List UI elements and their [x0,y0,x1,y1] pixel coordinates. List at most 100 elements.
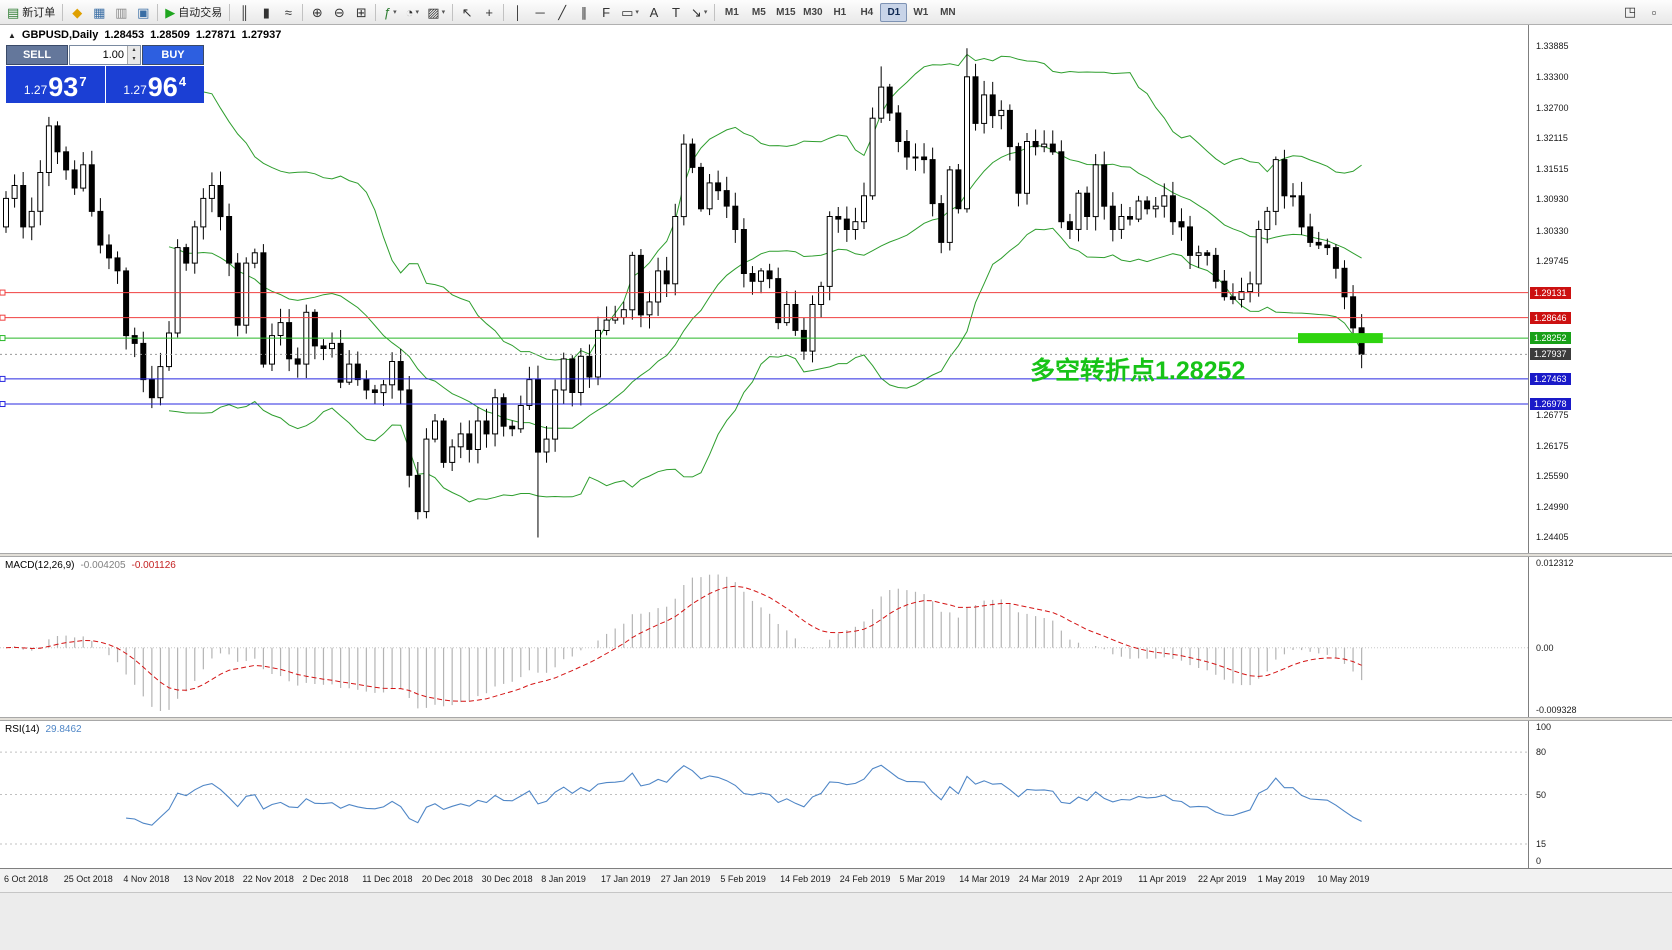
chart-line-button[interactable]: ≈ [277,2,299,23]
timeframe-w1-button[interactable]: W1 [913,6,929,18]
price-tick: 1.31515 [1536,164,1569,175]
price-tick: 1.30930 [1536,194,1569,205]
macd-canvas[interactable] [0,557,1528,717]
indicators-button[interactable]: ƒ ▾ [379,2,401,23]
horizontal-line-icon: ─ [535,4,545,20]
fibonacci-button[interactable]: F [595,2,617,23]
price-level-badge[interactable]: 1.28252 [1530,332,1571,345]
rsi-name: RSI(14) [5,724,40,735]
navigator-button[interactable]: ▥ [110,2,132,23]
timeframe-h1-button[interactable]: H1 [833,6,847,18]
macd-axis[interactable]: 0.012312 0.00 -0.009328 [1528,557,1672,717]
templates-dropdown-icon[interactable]: ▾ [441,9,446,16]
periods-button[interactable]: ◔ ▾ [401,2,423,23]
timeframe-m30-button[interactable]: M30 [803,6,823,18]
price-level-badge[interactable]: 1.26978 [1530,398,1571,411]
timeframe-d1-button[interactable]: D1 [880,2,908,22]
zoom-in-icon: ⊕ [311,4,323,20]
price-level-badge[interactable]: 1.28646 [1530,311,1571,324]
macd-name: MACD(12,26,9) [5,560,75,571]
auto-trading-button[interactable]: ▶ 自动交易 [161,2,226,23]
price-axis[interactable]: 1.33885 1.33300 1.32700 1.32115 1.31515 1.309… [1528,25,1672,553]
rsi-label: RSI(14) 29.8462 [5,724,82,735]
equidistant-channel-button[interactable]: ∥ [573,2,595,23]
toolbar-separator [375,3,377,21]
shapes-dropdown-icon[interactable]: ▾ [635,9,639,16]
tile-windows-button[interactable]: ⊞ [350,2,372,23]
macd-signal-value: -0.001126 [131,560,176,571]
text-button[interactable]: A [643,2,665,23]
templates-button[interactable]: ▨ ▾ [423,2,449,23]
chart-candles-icon: ▮ [262,4,270,20]
new-order-icon: ▤ [7,4,20,20]
indicators-icon: ƒ [383,4,392,20]
volume-input[interactable] [70,46,127,64]
sell-price-display[interactable]: 1.27 93 7 [6,66,105,103]
horizontal-line-button[interactable]: ─ [529,2,551,23]
timeframe-m1-button[interactable]: M1 [724,6,739,18]
window-menu-button[interactable]: ▫ [1651,4,1657,20]
volume-increase-button[interactable]: ▴ [128,46,140,55]
fibonacci-icon: F [602,4,611,20]
date-label: 20 Dec 2018 [421,874,473,884]
auto-trading-icon: ▶ [165,4,176,20]
text-label-button[interactable]: T [665,2,687,23]
buy-price-display[interactable]: 1.27 96 4 [105,66,204,103]
sell-price-pip: 7 [79,74,87,89]
trendline-button[interactable]: ╱ [551,2,573,23]
toolbar-right-group: ◳ ▫ [1619,2,1669,23]
undock-chart-button[interactable]: ◳ [1623,4,1637,19]
periods-icon: ◔ [405,4,414,20]
timeframe-mn-button[interactable]: MN [940,6,956,18]
price-tick: 1.30330 [1536,225,1569,236]
crosshair-button[interactable]: + [478,2,500,23]
pivot-annotation[interactable]: 多空转折点1.28252 [1030,357,1246,385]
chart-candles-button[interactable]: ▮ [255,2,277,23]
date-label: 4 Nov 2018 [123,874,170,884]
market-watch-icon: ◆ [72,4,83,20]
sell-price-big: 93 [48,72,79,102]
templates-icon: ▨ [427,4,440,20]
buy-button[interactable]: BUY [142,45,204,65]
price-tick: 1.26175 [1536,440,1569,451]
cursor-button[interactable]: ↖ [456,2,478,23]
price-level-badge[interactable]: 1.27463 [1530,372,1571,385]
text-icon: A [649,4,659,20]
sell-button[interactable]: SELL [6,45,68,65]
timeframe-toolbar: M1 M5 M15 M30 H1 H4 D1 W1 MN [718,2,961,22]
price-tick: 1.24405 [1536,532,1569,543]
time-axis[interactable]: 6 Oct 2018 25 Oct 2018 4 Nov 2018 13 Nov 20… [0,868,1672,892]
arrows-dropdown-icon[interactable]: ▾ [703,9,708,16]
macd-tick: 0.012312 [1536,558,1574,568]
shapes-button[interactable]: ▭ ▾ [617,2,643,23]
arrows-button[interactable]: ↘ ▾ [687,2,711,23]
volume-decrease-button[interactable]: ▾ [128,55,140,64]
market-watch-button[interactable]: ◆ [66,2,88,23]
toolbar-separator [302,3,304,21]
zoom-in-button[interactable]: ⊕ [306,2,328,23]
chart-bars-button[interactable]: ║ [233,2,255,23]
vertical-line-button[interactable]: │ [507,2,529,23]
panel-separator-1[interactable] [0,553,1672,557]
periods-dropdown-icon[interactable]: ▾ [415,9,419,16]
price-tick: 1.33300 [1536,71,1569,82]
one-click-collapse-icon[interactable]: ▲ [8,30,16,40]
buy-price-prefix: 1.27 [123,83,147,97]
date-label: 2 Dec 2018 [302,874,349,884]
price-tick: 1.25590 [1536,470,1569,481]
zoom-out-button[interactable]: ⊖ [328,2,350,23]
timeframe-m15-button[interactable]: M15 [776,6,796,18]
indicators-dropdown-icon[interactable]: ▾ [393,9,397,16]
terminal-button[interactable]: ▣ [132,2,154,23]
timeframe-h4-button[interactable]: H4 [860,6,874,18]
rsi-canvas[interactable] [0,721,1528,868]
panel-separator-2[interactable] [0,717,1672,721]
data-window-button[interactable]: ▦ [88,2,110,23]
new-order-button[interactable]: ▤ 新订单 [3,2,59,23]
rsi-axis[interactable]: 100 80 50 15 0 [1528,721,1672,868]
toolbar-button-group: ▤ 新订单 ◆ ▦ ▥ ▣ ▶ 自动交易 ║ ▮ ≈ ⊕ ⊖ ⊞ ƒ ▾ ◔ ▾ ▨ ▾ ↖ + │ ─ ╱ ∥ F ▭ ▾ A T ↘ ▾ [3,2,718,23]
timeframe-m5-button[interactable]: M5 [751,6,766,18]
main-chart-canvas[interactable] [0,25,1528,553]
price-level-badge[interactable]: 1.29131 [1530,286,1571,299]
date-label: 25 Oct 2018 [63,874,113,884]
